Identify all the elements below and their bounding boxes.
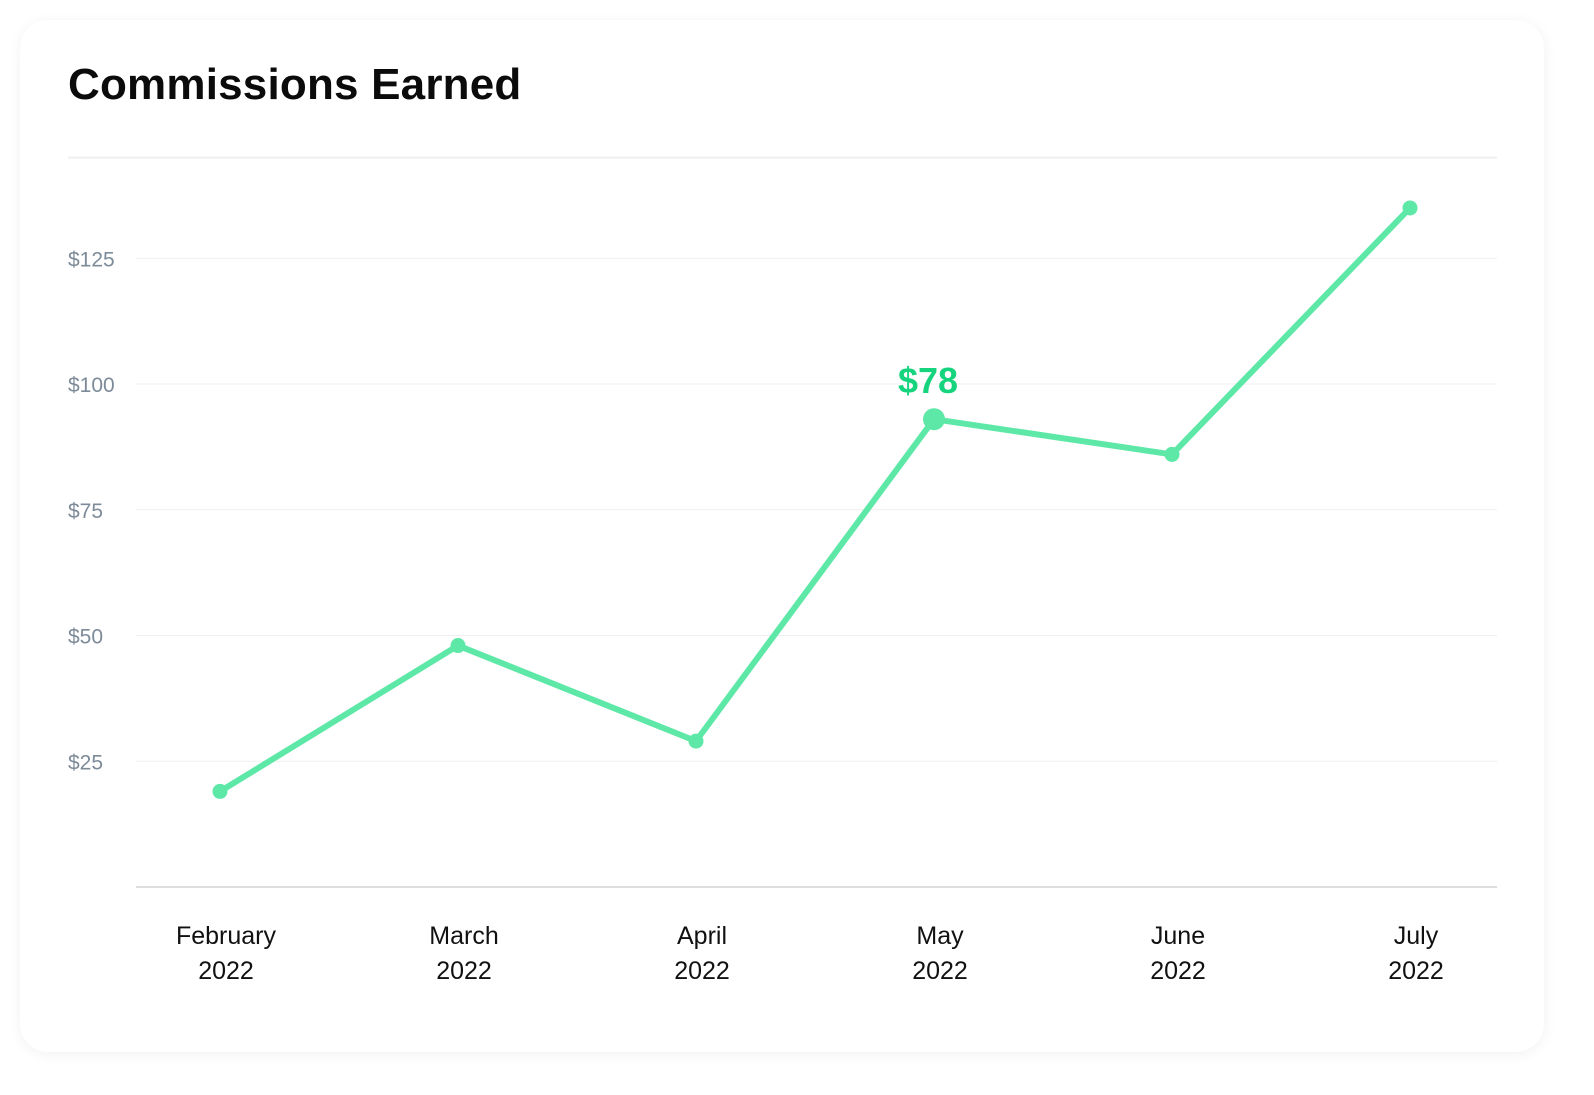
data-point[interactable]: [212, 783, 228, 799]
x-tick-label: May 2022: [912, 922, 968, 985]
data-point[interactable]: [450, 638, 466, 654]
y-axis-ticks: $25 $50 $75 $100 $125: [68, 248, 115, 774]
highlight-point[interactable]: [923, 408, 945, 431]
y-tick-label: $50: [68, 626, 103, 649]
y-tick-label: $25: [68, 751, 103, 774]
x-tick-label: March 2022: [429, 922, 498, 985]
chart-card: Commissions Earned: [20, 20, 1544, 1052]
chart-title: Commissions Earned: [68, 60, 522, 109]
y-tick-label: $75: [68, 500, 103, 523]
series-line-layer: [217, 204, 1413, 795]
callout-layer: $78: [898, 360, 958, 401]
y-tick-label: $125: [68, 248, 115, 271]
data-point[interactable]: [688, 733, 704, 749]
data-point[interactable]: [1164, 446, 1180, 462]
data-point[interactable]: [1402, 200, 1418, 216]
x-tick-label: February 2022: [176, 922, 277, 985]
x-axis-ticks: February 2022 March 2022 April 2022 May 2022 Jun…: [176, 922, 1444, 985]
highlight-value-label: $78: [898, 360, 958, 401]
x-tick-label: July 2022: [1388, 922, 1444, 985]
series-line: [217, 204, 1413, 795]
y-tick-label: $100: [68, 374, 115, 397]
x-tick-label: April 2022: [674, 922, 730, 985]
data-points: [212, 200, 1418, 799]
gridlines: [68, 156, 1497, 888]
x-tick-label: June 2022: [1150, 922, 1206, 985]
